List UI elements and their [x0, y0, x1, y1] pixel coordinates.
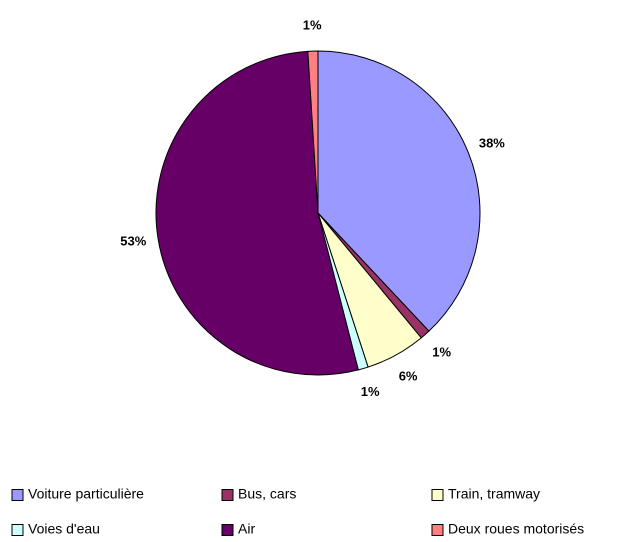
pie-slice [155, 50, 359, 376]
legend-swatch [221, 524, 234, 536]
legend-label: Voiture particulière [28, 486, 144, 502]
legend-label: Train, tramway [448, 486, 540, 502]
legend-label: Voies d'eau [28, 521, 100, 537]
pie-slice [317, 50, 481, 332]
slice-label: 1% [432, 345, 451, 360]
legend-swatch [431, 489, 444, 501]
legend-swatch [431, 524, 444, 536]
slice-label: 1% [361, 384, 380, 399]
pie-slice [307, 50, 319, 214]
legend-swatch [11, 524, 24, 536]
legend-label: Air [238, 521, 255, 537]
legend-label: Bus, cars [238, 486, 296, 502]
legend-swatch [221, 489, 234, 501]
slice-label: 1% [303, 18, 322, 33]
slice-label: 53% [120, 234, 146, 249]
legend-swatch [11, 489, 24, 501]
slice-label: 38% [479, 136, 505, 151]
slice-label: 6% [399, 368, 418, 383]
legend-label: Deux roues motorisés [448, 521, 584, 537]
